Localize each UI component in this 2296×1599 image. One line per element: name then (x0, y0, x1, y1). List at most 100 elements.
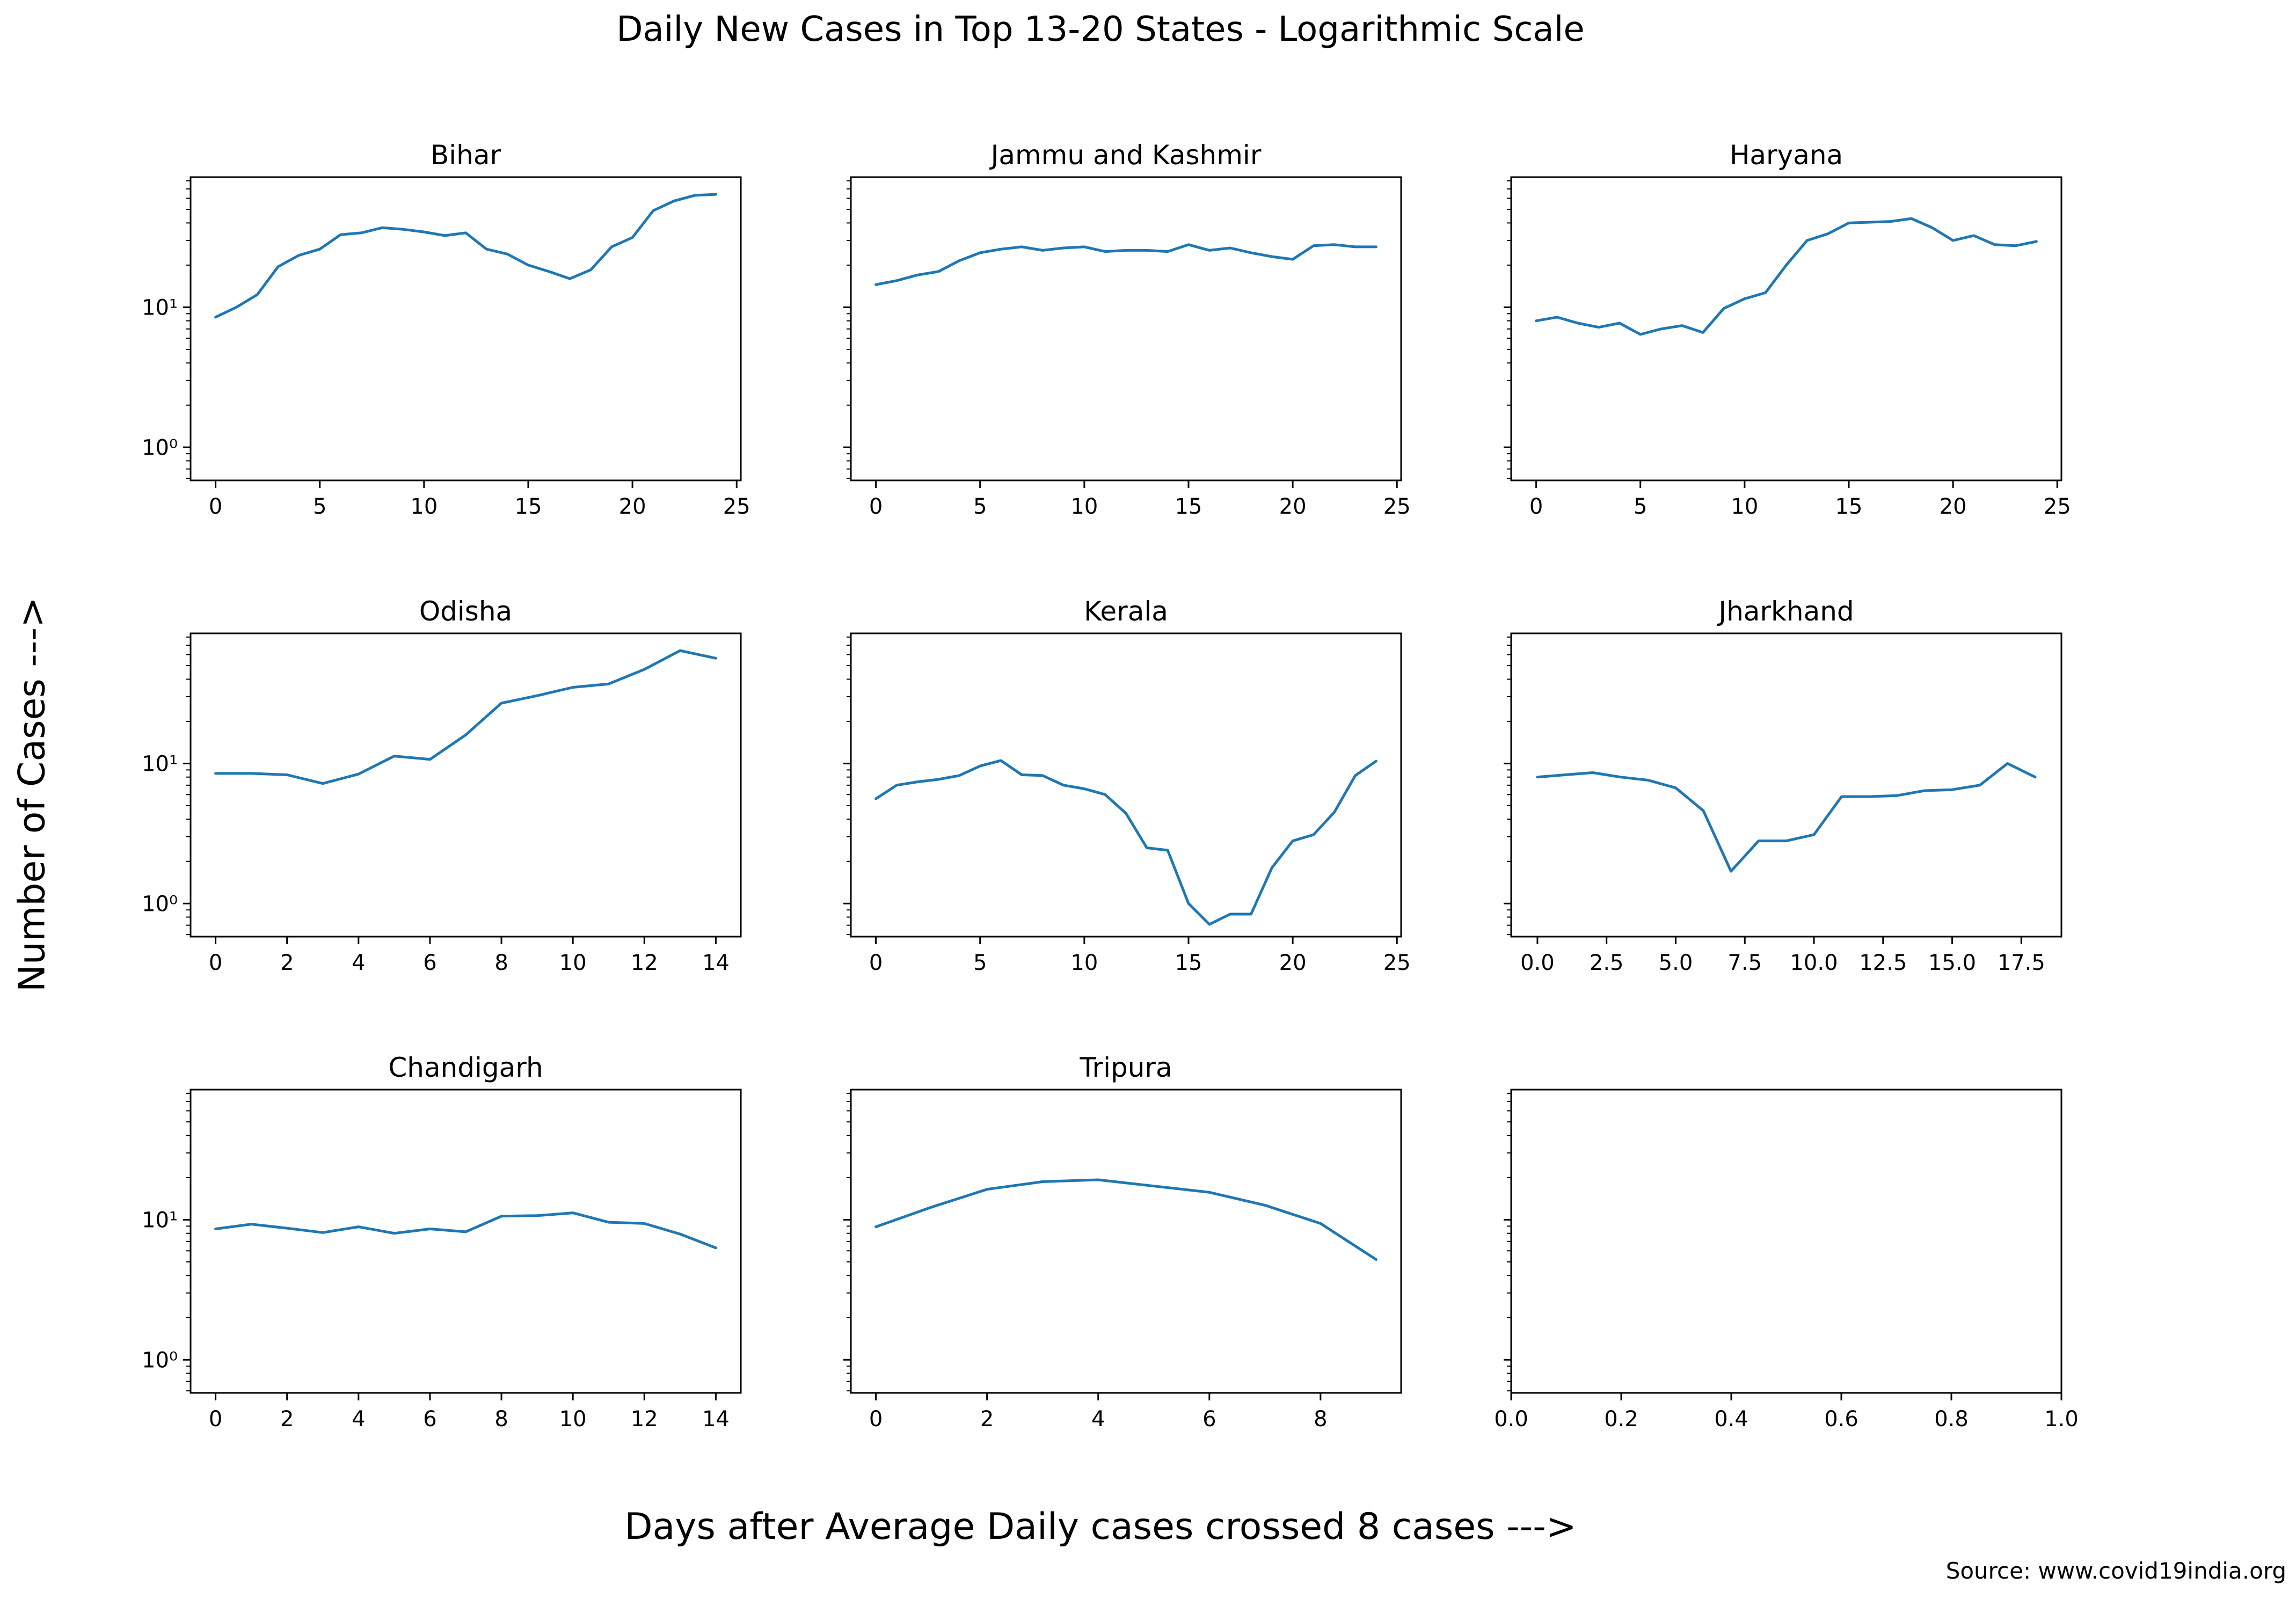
series-line (874, 759, 1377, 926)
plot-frame (189, 176, 742, 481)
subplot-bihar: Bihar 0 5 10 15 20 25 10⁰ 10¹ (142, 140, 750, 519)
x-tick-label: 10 (559, 1407, 587, 1432)
x-tick-label: 0.8 (1934, 1407, 1969, 1432)
figure-x-axis-label: Days after Average Daily cases crossed 8… (624, 1506, 1577, 1548)
x-tick-label: 4 (352, 1407, 365, 1432)
figure-y-axis-label: Number of Cases ---> (11, 597, 54, 992)
subplot-title: Odisha (419, 596, 512, 627)
x-tick-label: 0 (869, 494, 883, 519)
x-tick-label: 10 (410, 494, 438, 519)
y-tick-label: 10¹ (142, 295, 178, 320)
x-tick-label: 0 (1529, 494, 1543, 519)
series-line (214, 193, 717, 319)
x-tick-label: 25 (2044, 494, 2071, 519)
x-tick-label: 10.0 (1790, 951, 1838, 975)
subplot-title: Bihar (431, 140, 501, 171)
x-tick-label: 0.6 (1824, 1407, 1858, 1432)
x-tick-label: 14 (702, 951, 730, 975)
x-tick-label: 10 (1731, 494, 1758, 519)
x-tick-label: 12.5 (1859, 951, 1907, 975)
x-tick-label: 17.5 (1998, 951, 2045, 975)
x-tick-label: 25 (723, 494, 750, 519)
plot-frame (850, 1089, 1402, 1394)
plot-frame (1510, 1089, 2062, 1394)
subplot-title: Jammu and Kashmir (989, 140, 1262, 171)
x-tick-label: 20 (1940, 494, 1967, 519)
subplot-jharkhand: Jharkhand 0.0 2.5 5.0 7.5 10.0 12.5 15.0 17.5 (1504, 596, 2062, 975)
x-tick-label: 5 (973, 494, 987, 519)
plot-frame (1510, 176, 2062, 481)
x-tick-label: 25 (1383, 494, 1411, 519)
x-tick-label: 0 (209, 951, 222, 975)
x-tick-label: 0.0 (1520, 951, 1555, 975)
plot-frame (189, 1089, 742, 1394)
x-tick-label: 6 (423, 951, 436, 975)
x-tick-label: 25 (1383, 951, 1411, 975)
subplot-haryana: Haryana 0 5 10 15 20 25 (1504, 140, 2071, 519)
subplot-title: Tripura (1079, 1052, 1172, 1083)
y-tick-label: 10¹ (142, 1208, 178, 1232)
x-tick-label: 5 (313, 494, 326, 519)
subplot-title: Haryana (1730, 140, 1843, 171)
x-tick-label: 2.5 (1590, 951, 1624, 975)
x-tick-label: 7.5 (1728, 951, 1762, 975)
x-tick-label: 0.4 (1714, 1407, 1748, 1432)
series-line (1536, 762, 2037, 873)
subplot-jammu-and-kashmir: Jammu and Kashmir 0 5 10 15 20 25 (843, 140, 1411, 519)
subplot-tripura: Tripura 0 2 4 6 8 (843, 1052, 1402, 1432)
x-tick-label: 20 (1279, 494, 1307, 519)
x-tick-label: 0 (869, 1407, 883, 1432)
x-tick-label: 0.0 (1494, 1407, 1528, 1432)
series-line (1535, 217, 2038, 336)
x-tick-label: 0.2 (1604, 1407, 1638, 1432)
x-tick-label: 20 (619, 494, 646, 519)
subplot-odisha: Odisha 0 2 4 6 8 10 12 14 10⁰ 10¹ (142, 596, 742, 975)
x-tick-label: 4 (1091, 1407, 1105, 1432)
subplot-empty: 0.0 0.2 0.4 0.6 0.8 1.0 (1494, 1089, 2079, 1432)
subplot-chandigarh: Chandigarh 0 2 4 6 8 10 12 14 10⁰ 10¹ (142, 1052, 742, 1432)
x-tick-label: 15 (1175, 494, 1202, 519)
subplot-title: Jharkhand (1717, 596, 1854, 627)
y-tick-label: 10⁰ (142, 435, 178, 460)
x-tick-label: 6 (423, 1407, 436, 1432)
x-tick-label: 8 (494, 1407, 508, 1432)
x-tick-label: 15 (1175, 951, 1202, 975)
series-line (214, 1211, 717, 1250)
x-tick-label: 10 (1070, 494, 1098, 519)
y-tick-label: 10⁰ (142, 892, 178, 916)
x-tick-label: 4 (352, 951, 365, 975)
x-tick-label: 8 (1314, 1407, 1327, 1432)
x-tick-label: 10 (1070, 951, 1098, 975)
x-tick-label: 2 (280, 1407, 294, 1432)
x-tick-label: 0 (209, 494, 222, 519)
x-tick-label: 15 (1835, 494, 1863, 519)
source-credit: Source: www.covid19india.org (1945, 1558, 2286, 1584)
x-tick-label: 15.0 (1928, 951, 1976, 975)
x-tick-label: 1.0 (2044, 1407, 2079, 1432)
figure-title: Daily New Cases in Top 13-20 States - Lo… (616, 10, 1585, 49)
plot-frame (850, 176, 1402, 481)
plot-frame (189, 632, 742, 938)
subplot-title: Kerala (1084, 596, 1168, 627)
x-tick-label: 0 (209, 1407, 222, 1432)
y-tick-label: 10⁰ (142, 1348, 178, 1372)
x-tick-label: 6 (1202, 1407, 1216, 1432)
x-tick-label: 5 (1634, 494, 1647, 519)
x-tick-label: 15 (515, 494, 542, 519)
x-tick-label: 10 (559, 951, 587, 975)
x-tick-label: 12 (631, 951, 658, 975)
y-tick-label: 10¹ (142, 751, 178, 776)
series-line (874, 243, 1377, 286)
series-line (214, 649, 717, 785)
x-tick-label: 12 (631, 1407, 658, 1432)
x-tick-label: 2 (280, 951, 294, 975)
x-tick-label: 14 (702, 1407, 730, 1432)
x-tick-label: 0 (869, 951, 883, 975)
x-tick-label: 8 (494, 951, 508, 975)
x-tick-label: 2 (980, 1407, 994, 1432)
series-line (874, 1178, 1377, 1261)
x-tick-label: 5 (973, 951, 987, 975)
subplot-kerala: Kerala 0 5 10 15 20 25 (843, 596, 1411, 975)
plot-frame (850, 632, 1402, 938)
